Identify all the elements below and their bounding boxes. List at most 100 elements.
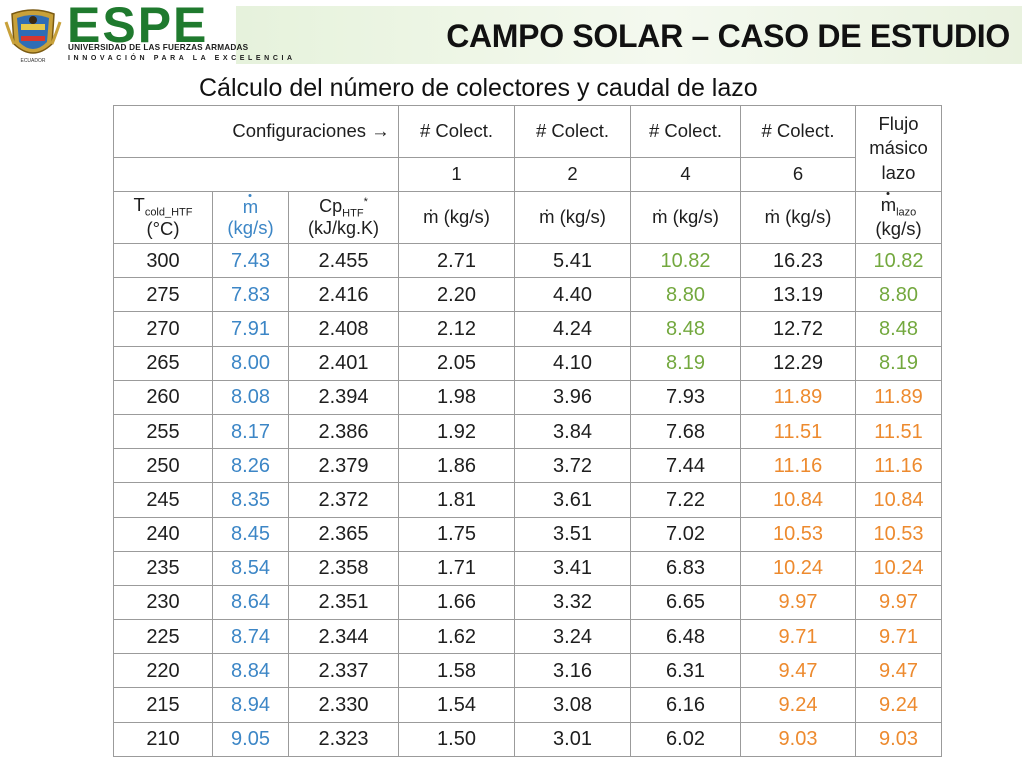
- colect-1-cell: 1.54: [398, 687, 515, 723]
- temperature-cell: 230: [113, 584, 213, 621]
- colect-2-cell: 4.40: [514, 277, 631, 313]
- colect-1-cell: 1.75: [398, 516, 515, 552]
- colect-4-cell: 7.44: [630, 448, 741, 484]
- table-row: 240 8.45 2.365 1.75 3.51 7.02 10.53 10.53: [113, 516, 942, 552]
- colect-2-cell: 4.24: [514, 311, 631, 347]
- cp-cell: 2.337: [288, 653, 399, 689]
- colect-1-cell: 2.12: [398, 311, 515, 347]
- cp-label: Cp: [319, 195, 343, 216]
- colect-count-1: 1: [398, 157, 515, 192]
- mass-flow-cell: 8.84: [212, 653, 289, 689]
- lazo-flow-cell: 11.16: [855, 448, 942, 484]
- colect-count-6: 6: [740, 157, 856, 192]
- table-row: 235 8.54 2.358 1.71 3.41 6.83 10.24 10.24: [113, 550, 942, 586]
- mass-flow-cell: 7.43: [212, 242, 289, 279]
- mass-flow-cell: 8.45: [212, 516, 289, 552]
- temperature-cell: 260: [113, 379, 213, 415]
- colect-6-cell: 10.24: [740, 550, 856, 586]
- cp-cell: 2.372: [288, 482, 399, 518]
- colect-4-cell: 6.48: [630, 619, 741, 655]
- cp-cell: 2.416: [288, 277, 399, 313]
- emblem-caption: ECUADOR: [20, 58, 45, 64]
- mass-flow-cell: 8.17: [212, 413, 289, 450]
- lazo-flow-cell: 10.53: [855, 516, 942, 552]
- colect-2-cell: 4.10: [514, 345, 631, 381]
- colect-label-4: # Colect.: [630, 105, 741, 158]
- cp-label-star: *: [363, 195, 368, 208]
- lazo-flow-cell: 8.19: [855, 345, 942, 381]
- flujo-label-2: másico: [869, 137, 928, 159]
- cp-cell: 2.344: [288, 619, 399, 655]
- temperature-cell: 300: [113, 242, 213, 279]
- header-row-configurations: Configuraciones → # Colect. # Colect. # …: [113, 105, 942, 192]
- lazo-flow-cell: 11.51: [855, 413, 942, 450]
- university-emblem-icon: ECUADOR: [4, 9, 62, 64]
- cp-cell: 2.330: [288, 687, 399, 723]
- lazo-flow-cell: 8.80: [855, 277, 942, 313]
- colect-6-cell: 11.51: [740, 413, 856, 450]
- colect-2-cell: 3.51: [514, 516, 631, 552]
- table-row: 300 7.43 2.455 2.71 5.41 10.82 16.23 10.82: [113, 242, 942, 279]
- m-symbol: m: [242, 196, 259, 218]
- colect-6-cell: 10.53: [740, 516, 856, 552]
- colect-4-cell: 8.48: [630, 311, 741, 347]
- m-col-header-1: ṁ (kg/s): [398, 191, 515, 244]
- colect-label-2: # Colect.: [514, 105, 631, 158]
- cp-cell: 2.408: [288, 311, 399, 347]
- colect-4-cell: 6.65: [630, 584, 741, 621]
- mass-flow-cell: 8.00: [212, 345, 289, 381]
- mass-flow-cell: 7.91: [212, 311, 289, 347]
- config-label-cell: Configuraciones →: [113, 105, 399, 158]
- colect-2-cell: 3.32: [514, 584, 631, 621]
- university-tagline: INNOVACIÓN PARA LA EXCELENCIA: [68, 55, 296, 62]
- mass-flow-cell: 9.05: [212, 721, 289, 757]
- cp-cell: 2.455: [288, 242, 399, 279]
- empty-header-cell: [113, 157, 399, 192]
- colect-1-cell: 2.05: [398, 345, 515, 381]
- mass-flow-cell: 8.74: [212, 619, 289, 655]
- lazo-flow-cell: 10.84: [855, 482, 942, 518]
- mass-flow-cell: 8.64: [212, 584, 289, 621]
- colect-4-cell: 7.02: [630, 516, 741, 552]
- temperature-cell: 235: [113, 550, 213, 586]
- colect-1-cell: 2.71: [398, 242, 515, 279]
- t-label-sub: cold_HTF: [144, 207, 193, 220]
- temperature-cell: 215: [113, 687, 213, 723]
- colect-6-cell: 12.72: [740, 311, 856, 347]
- slide-subtitle: Cálculo del número de colectores y cauda…: [199, 74, 758, 102]
- colect-4-cell: 6.31: [630, 653, 741, 689]
- m-header: m (kg/s): [212, 191, 289, 244]
- colect-1-cell: 2.20: [398, 277, 515, 313]
- lazo-flow-cell: 11.89: [855, 379, 942, 415]
- collectors-table-container: Configuraciones → # Colect. # Colect. # …: [113, 105, 942, 757]
- colect-1-cell: 1.98: [398, 379, 515, 415]
- colect-6-cell: 11.16: [740, 448, 856, 484]
- table-row: 215 8.94 2.330 1.54 3.08 6.16 9.24 9.24: [113, 687, 942, 723]
- colect-2-cell: 5.41: [514, 242, 631, 279]
- colect-count-2: 2: [514, 157, 631, 192]
- colect-1-cell: 1.81: [398, 482, 515, 518]
- slide-title: CAMPO SOLAR – CASO DE ESTUDIO: [446, 18, 1010, 54]
- colect-1-cell: 1.66: [398, 584, 515, 621]
- colect-1-cell: 1.58: [398, 653, 515, 689]
- colect-label-1: # Colect.: [398, 105, 515, 158]
- colect-6-cell: 9.97: [740, 584, 856, 621]
- colect-count-4: 4: [630, 157, 741, 192]
- table-row: 265 8.00 2.401 2.05 4.10 8.19 12.29 8.19: [113, 345, 942, 381]
- m-unit: (kg/s): [227, 216, 274, 238]
- header-row-counts: 1 2 4 6: [113, 157, 942, 192]
- lazo-flow-cell: 10.82: [855, 242, 942, 279]
- temperature-cell: 250: [113, 448, 213, 484]
- colect-2-cell: 3.08: [514, 687, 631, 723]
- cp-header: CpHTF* (kJ/kg.K): [288, 191, 399, 244]
- temperature-cell: 210: [113, 721, 213, 757]
- lazo-flow-cell: 9.24: [855, 687, 942, 723]
- lazo-flow-cell: 8.48: [855, 311, 942, 347]
- m-lazo-unit: (kg/s): [875, 218, 922, 240]
- m-lazo-header: mlazo (kg/s): [855, 191, 942, 244]
- slide-header: ECUADOR ESPE UNIVERSIDAD DE LAS FUERZAS …: [0, 0, 1024, 66]
- colect-4-cell: 7.22: [630, 482, 741, 518]
- colect-1-cell: 1.92: [398, 413, 515, 450]
- flujo-masico-lazo-header: Flujo másico lazo: [855, 105, 942, 192]
- table-row: 230 8.64 2.351 1.66 3.32 6.65 9.97 9.97: [113, 584, 942, 621]
